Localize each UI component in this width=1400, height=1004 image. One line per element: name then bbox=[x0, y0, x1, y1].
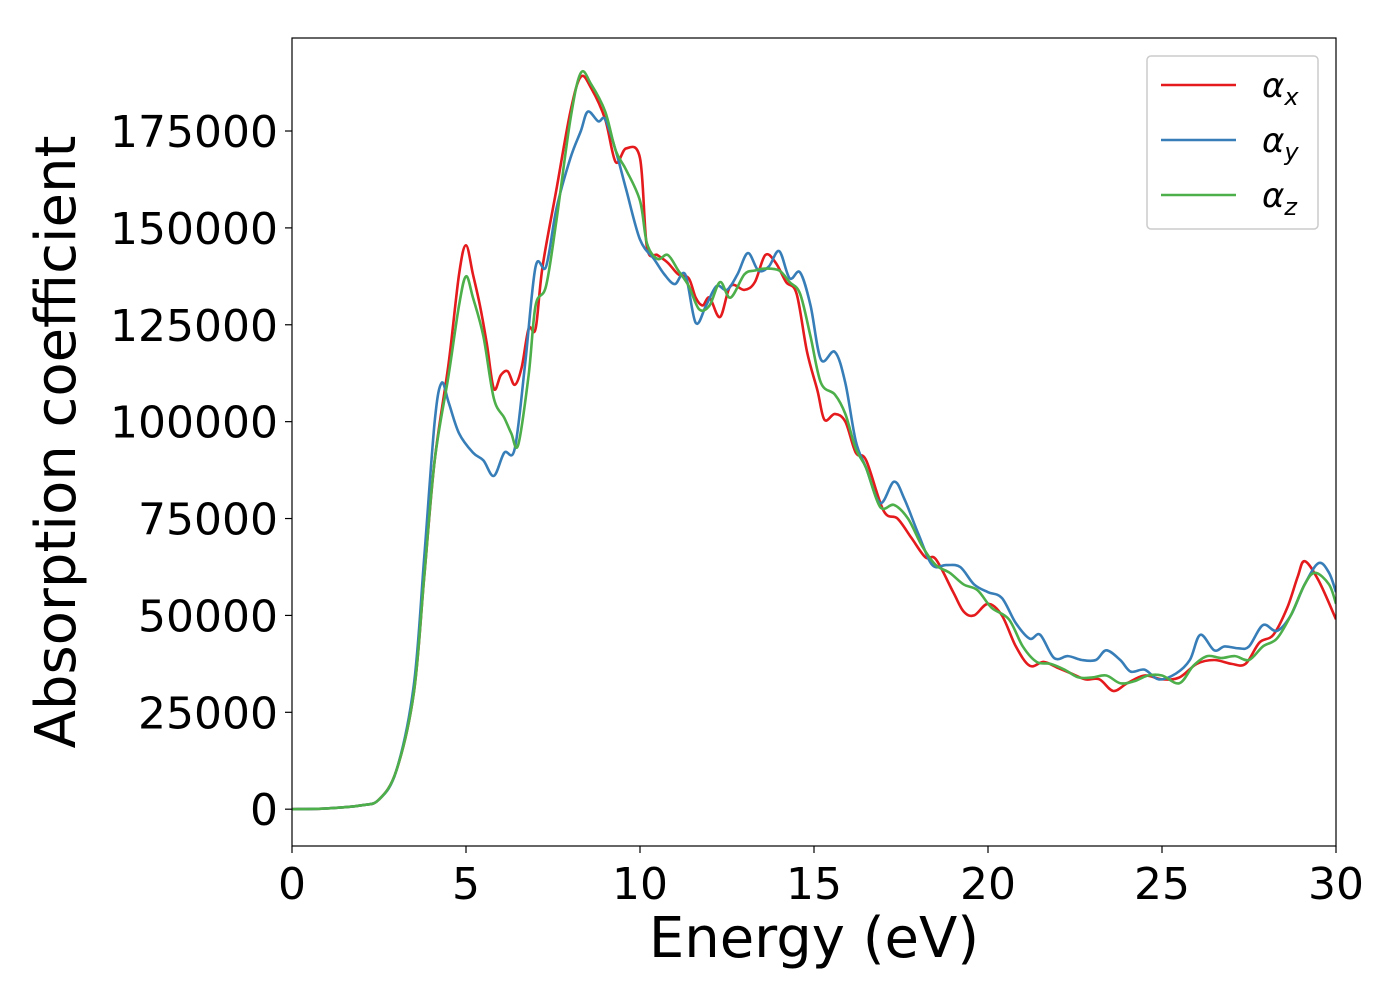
x-axis-label: Energy (eV) bbox=[649, 906, 979, 971]
y-tick-label: 25000 bbox=[138, 688, 278, 739]
series-line-x bbox=[292, 74, 1336, 811]
y-tick-label: 75000 bbox=[138, 495, 278, 546]
legend-label-y: αy bbox=[1262, 121, 1299, 166]
y-axis-label: Absorption coefficient bbox=[24, 136, 89, 749]
x-tick-label: 20 bbox=[960, 859, 1016, 910]
series-layer bbox=[292, 70, 1336, 811]
y-tick-label: 125000 bbox=[110, 301, 278, 352]
x-tick-label: 25 bbox=[1134, 859, 1190, 910]
x-tick-label: 15 bbox=[786, 859, 842, 910]
y-tick-label: 0 bbox=[250, 785, 278, 836]
axes-layer: 0 5 10 15 20 25 30 0 25000 50000 75000 100000 125000… bbox=[110, 37, 1364, 910]
series-line-z bbox=[292, 70, 1336, 811]
x-tick-label: 10 bbox=[612, 859, 668, 910]
legend: αx αy αz bbox=[1146, 55, 1319, 230]
legend-label-z: αz bbox=[1262, 176, 1298, 221]
x-tick-label: 0 bbox=[278, 859, 306, 910]
legend-entries: αx αy αz bbox=[1161, 66, 1299, 221]
x-tick-label: 30 bbox=[1308, 859, 1364, 910]
legend-label-x: αx bbox=[1262, 66, 1299, 111]
y-tick-label: 150000 bbox=[110, 204, 278, 255]
y-tick-label: 100000 bbox=[110, 398, 278, 449]
legend-frame bbox=[1146, 55, 1319, 230]
y-tick-label: 50000 bbox=[138, 591, 278, 642]
y-tick-label: 175000 bbox=[110, 107, 278, 158]
series-line-y bbox=[292, 110, 1336, 811]
x-tick-label: 5 bbox=[452, 859, 480, 910]
